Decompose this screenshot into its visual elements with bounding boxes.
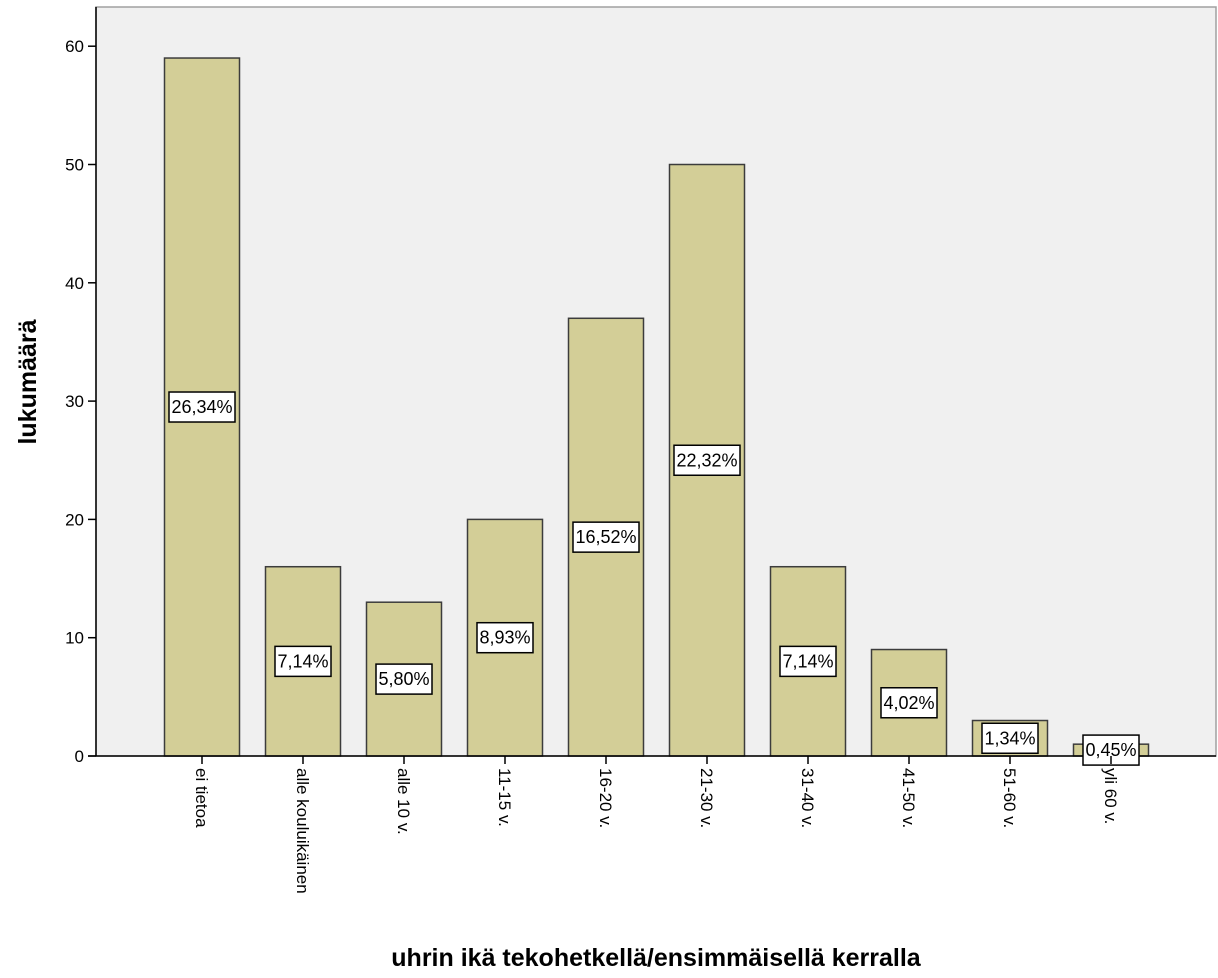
y-tick-label: 30 (65, 392, 84, 411)
data-labels-layer: 26,34% 7,14% 5,80% 8,93% 16,52% 22,32% 7,14% 4,… (168, 391, 1140, 766)
x-category-label: yli 60 v. (1101, 768, 1120, 824)
x-category-label: 51-60 v. (1000, 768, 1019, 828)
data-label: 1,34% (984, 728, 1035, 748)
x-category-label: alle kouluikäinen (293, 768, 312, 894)
data-label-box (375, 663, 433, 695)
y-tick-label: 40 (65, 274, 84, 293)
y-tick-label: 0 (75, 747, 84, 766)
y-tick-label: 60 (65, 37, 84, 56)
data-label-box (981, 722, 1039, 755)
x-axis-title: uhrin ikä tekohetkellä/ensimmäisellä ker… (391, 944, 922, 972)
data-label-box (572, 521, 640, 553)
data-label-box (673, 444, 741, 476)
y-tick-label: 20 (65, 510, 84, 529)
data-label: 7,14% (277, 651, 328, 671)
data-label-box (168, 391, 236, 423)
data-label-box (476, 621, 534, 654)
x-category-label: 16-20 v. (596, 768, 615, 828)
data-label: 16,52% (575, 527, 636, 547)
data-label: 8,93% (479, 628, 530, 648)
data-label: 5,80% (378, 669, 429, 689)
data-label-box (880, 687, 938, 719)
data-label: 4,02% (883, 693, 934, 713)
y-axis-title: lukumäärä (14, 319, 42, 444)
x-category-label: 41-50 v. (899, 768, 918, 828)
axes-layer (88, 7, 1216, 757)
data-label: 0,45% (1085, 740, 1136, 760)
plot-area (95, 6, 1217, 757)
y-tick-label: 50 (65, 156, 84, 175)
x-category-label: 21-30 v. (697, 768, 716, 828)
y-tick-label: 10 (65, 629, 84, 648)
data-label-box (779, 645, 837, 678)
x-category-label: alle 10 v. (394, 768, 413, 835)
x-category-label: 11-15 v. (495, 768, 514, 827)
data-label: 7,14% (782, 651, 833, 671)
data-label: 26,34% (171, 397, 232, 417)
x-category-label: 31-40 v. (798, 768, 817, 828)
data-label-box (274, 645, 332, 678)
x-category-label: ei tietoa (192, 768, 211, 828)
ticks-layer: 0 10 20 30 40 50 60 (65, 37, 1112, 766)
data-label: 22,32% (676, 450, 737, 470)
category-labels-layer: ei tietoa alle kouluikäinen alle 10 v. 11-1… (192, 768, 1120, 894)
